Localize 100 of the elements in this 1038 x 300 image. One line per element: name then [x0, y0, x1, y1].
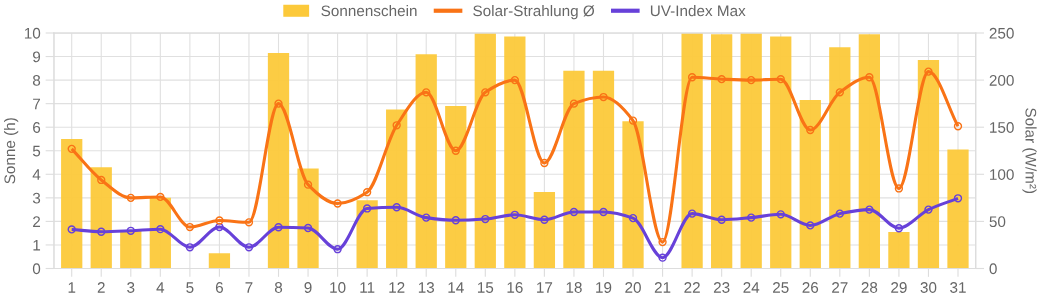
x-tick-label: 9: [304, 282, 312, 293]
point: [776, 210, 785, 219]
bar: [711, 34, 733, 269]
y-tick-label: 10: [24, 27, 41, 39]
x-tick-label: 22: [684, 282, 700, 293]
x-tick-label: 12: [389, 282, 405, 293]
bar: [533, 191, 556, 269]
point: [185, 222, 195, 232]
point: [333, 245, 342, 254]
bar: [681, 33, 703, 269]
x-tick-label: 15: [477, 282, 494, 293]
bar: [356, 200, 378, 269]
point: [599, 92, 608, 102]
x-tick-label: 23: [713, 282, 730, 293]
y-tick-label: 5: [32, 145, 41, 157]
bar: [917, 60, 940, 269]
y-tick-label: 3: [32, 192, 41, 204]
x-tick-label: 1: [68, 282, 76, 293]
bar: [445, 106, 467, 269]
point: [274, 99, 283, 108]
point: [274, 223, 283, 232]
bar: [829, 47, 851, 269]
x-tick-label: 21: [654, 282, 671, 293]
bar: [770, 36, 792, 269]
x-tick-label: 14: [448, 282, 464, 293]
legend-label: Solar-Strahlung Ø: [473, 5, 595, 20]
y-axis-title: Sonne (h): [3, 118, 19, 184]
point: [687, 209, 697, 218]
point: [215, 222, 224, 232]
bar: [947, 149, 969, 269]
point: [717, 74, 726, 84]
y2-tick-label: 50: [989, 216, 1006, 228]
y-tick-label: 8: [32, 74, 41, 86]
x-tick-label: 19: [596, 282, 612, 293]
point: [953, 194, 963, 203]
point: [806, 125, 815, 135]
point: [687, 73, 697, 82]
y2-tick-label: 0: [989, 263, 997, 275]
point: [67, 144, 76, 154]
x-tick-label: 8: [274, 282, 283, 293]
x-tick-label: 10: [330, 282, 346, 293]
legend-label: Sonnenschein: [321, 5, 417, 17]
bar: [120, 230, 142, 269]
bar: [799, 100, 821, 269]
legend-label: UV-Index Max: [650, 5, 746, 17]
point: [510, 75, 520, 85]
x-tick-label: 27: [832, 282, 848, 293]
bar: [888, 232, 910, 269]
point: [185, 243, 195, 252]
point: [894, 184, 904, 193]
y-tick-label: 0: [32, 263, 41, 275]
point: [97, 227, 106, 236]
point: [658, 237, 667, 247]
point: [392, 203, 401, 212]
point: [924, 205, 933, 214]
point: [569, 207, 579, 217]
x-tick-label: 17: [537, 282, 553, 293]
bar: [208, 253, 231, 269]
x-tick-label: 30: [920, 282, 937, 293]
point: [67, 225, 76, 234]
point: [97, 175, 106, 185]
point: [835, 88, 844, 97]
y2-tick-label: 250: [989, 27, 1014, 39]
bar: [858, 34, 880, 269]
x-tick-label: 31: [950, 282, 966, 293]
y-tick-label: 1: [33, 239, 41, 251]
point: [628, 116, 638, 125]
x-tick-label: 2: [97, 282, 105, 293]
point: [422, 213, 431, 222]
y2-tick-label: 100: [990, 169, 1014, 180]
point: [894, 224, 904, 233]
bar: [61, 138, 83, 269]
point: [451, 216, 460, 225]
point: [481, 214, 490, 224]
y2-tick-label: 200: [989, 74, 1014, 86]
point: [392, 121, 401, 130]
bar: [90, 167, 112, 269]
x-tick-label: 13: [418, 282, 435, 293]
point: [126, 193, 135, 203]
point: [333, 199, 342, 208]
point: [658, 253, 667, 262]
y-tick-label: 6: [33, 122, 41, 133]
bar: [386, 109, 408, 269]
x-tick-label: 26: [802, 282, 819, 293]
x-tick-label: 20: [625, 282, 641, 293]
point: [865, 205, 874, 214]
point: [156, 225, 165, 234]
point: [806, 221, 815, 230]
point: [422, 88, 431, 97]
y-tick-label: 9: [33, 51, 41, 63]
point: [244, 218, 254, 227]
point: [362, 204, 372, 213]
point: [628, 213, 638, 223]
x-tick-label: 4: [156, 282, 165, 293]
point: [569, 99, 579, 108]
point: [510, 210, 520, 219]
point: [747, 75, 756, 85]
bar: [474, 33, 496, 269]
bar: [504, 36, 526, 269]
point: [599, 207, 608, 217]
